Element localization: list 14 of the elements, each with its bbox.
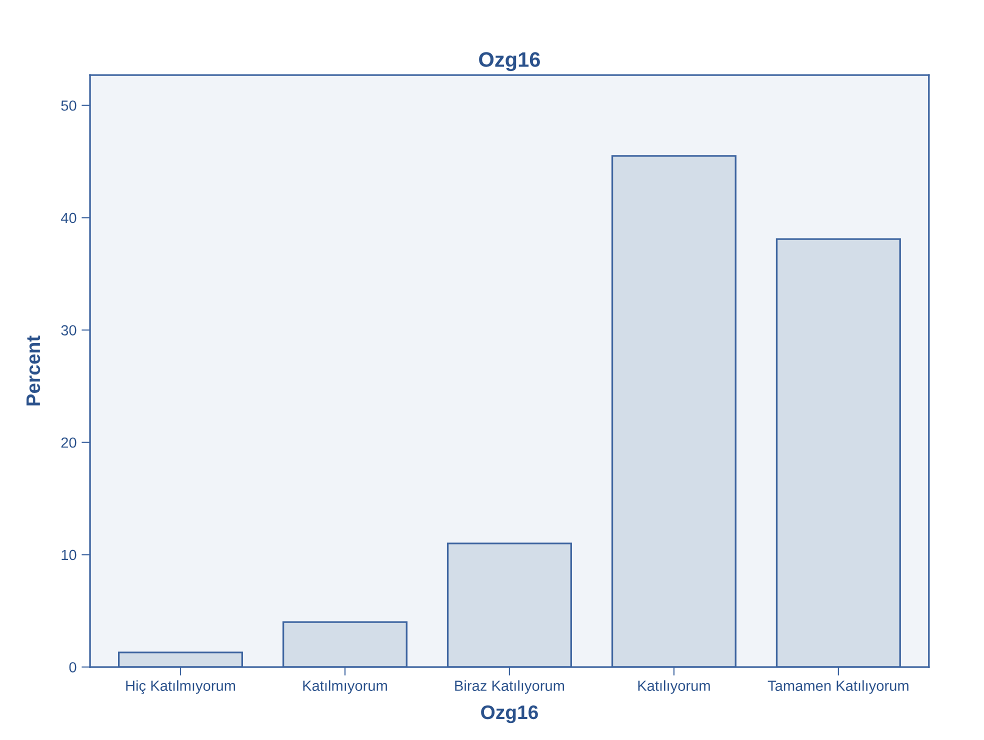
y-tick-label: 0 — [69, 662, 76, 672]
y-axis-title: Percent — [26, 336, 40, 406]
chart-title: Ozg16 — [479, 52, 540, 72]
x-tick-label: Hiç Katılmıyorum — [126, 680, 236, 694]
x-axis-title: Ozg16 — [481, 705, 538, 724]
y-tick-label: 30 — [61, 325, 76, 336]
x-tick-label: Katılmıyorum — [303, 680, 387, 694]
y-tick-label: 40 — [60, 212, 76, 224]
y-tick-label: 20 — [61, 437, 76, 448]
x-tick-label: Biraz Katılıyorum — [455, 680, 564, 694]
x-tick-label: Katılıyorum — [638, 680, 710, 694]
x-tick-label: Tamamen Katılıyorum — [768, 680, 908, 694]
y-tick-label: 10 — [62, 550, 76, 560]
y-tick-label: 50 — [61, 100, 76, 111]
